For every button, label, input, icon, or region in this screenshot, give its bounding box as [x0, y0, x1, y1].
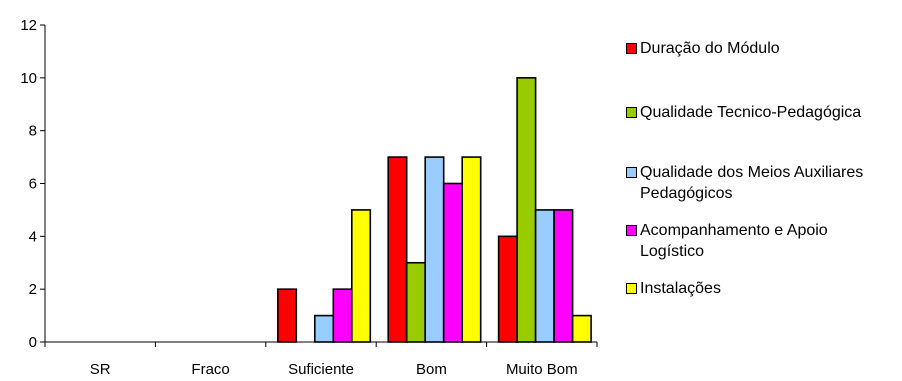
bar: [461, 156, 482, 343]
legend-label: Duração do Módulo: [640, 40, 780, 57]
y-tick-label: 8: [29, 123, 37, 140]
legend-item-acompanhamento: Acompanhamento e Apoio Logístico: [626, 220, 895, 262]
y-tick-label: 2: [29, 281, 37, 298]
x-tick-label: Suficiente: [288, 361, 354, 378]
bar: [405, 261, 427, 343]
y-tick-label: 0: [29, 334, 37, 351]
bar: [516, 77, 537, 343]
y-tick-label: 4: [29, 228, 37, 245]
legend-swatch: [626, 167, 637, 178]
bar: [313, 314, 335, 343]
legend-label: Acompanhamento e Apoio Logístico: [640, 222, 828, 260]
legend-item-qualidade-tecnico: Qualidade Tecnico-Pedagógica: [626, 102, 895, 123]
legend-label: Qualidade Tecnico-Pedagógica: [640, 104, 862, 121]
legend-swatch: [626, 107, 637, 118]
y-tick-label: 10: [20, 70, 37, 87]
legend-item-instalacoes: Instalações: [626, 278, 895, 299]
y-tick-label: 6: [29, 176, 37, 193]
bar: [497, 235, 518, 343]
x-tick-label: Bom: [416, 361, 447, 378]
legend-swatch: [626, 225, 637, 236]
legend-swatch: [626, 43, 637, 54]
bar: [571, 314, 592, 343]
bar: [387, 156, 408, 343]
y-tick-label: 12: [20, 17, 37, 34]
legend-item-duracao: Duração do Módulo: [626, 38, 895, 59]
bar: [534, 209, 555, 343]
legend-label: Instalações: [640, 280, 721, 297]
bar: [442, 182, 464, 343]
bar: [332, 288, 353, 343]
x-tick-label: SR: [90, 361, 111, 378]
bar: [276, 288, 298, 343]
x-tick-label: Muito Bom: [506, 361, 578, 378]
bar: [350, 209, 372, 343]
x-tick-label: Fraco: [191, 361, 229, 378]
legend-item-meios-auxiliares: Qualidade dos Meios Auxiliares Pedagógic…: [626, 162, 895, 204]
bars-group: [276, 77, 592, 343]
bar: [424, 156, 445, 343]
legend-label: Qualidade dos Meios Auxiliares Pedagógic…: [640, 164, 864, 202]
ticks-group: 0 2 4 6 8 10 12 SR Fraco Suficiente Bom Muito Bom: [20, 17, 598, 378]
bar: [553, 209, 574, 343]
legend-swatch: [626, 283, 637, 294]
